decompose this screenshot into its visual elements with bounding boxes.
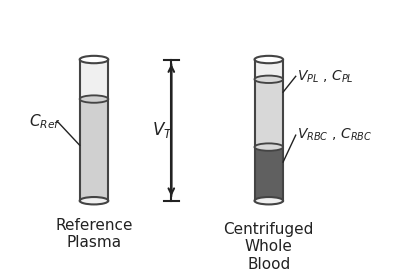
Ellipse shape xyxy=(255,143,283,151)
Ellipse shape xyxy=(255,197,283,204)
Text: Centrifuged
Whole
Blood: Centrifuged Whole Blood xyxy=(224,222,314,272)
Bar xyxy=(255,147,283,201)
Text: $\mathit{V}_T$: $\mathit{V}_T$ xyxy=(152,120,174,140)
Ellipse shape xyxy=(80,95,108,103)
Ellipse shape xyxy=(255,76,283,83)
Bar xyxy=(255,79,283,147)
Ellipse shape xyxy=(80,197,108,204)
Text: $\mathit{V}_{RBC}$ , $\mathit{C}_{RBC}$: $\mathit{V}_{RBC}$ , $\mathit{C}_{RBC}$ xyxy=(297,127,373,143)
Ellipse shape xyxy=(80,56,108,63)
Bar xyxy=(80,99,108,201)
Text: $\mathit{V}_{PL}$ , $\mathit{C}_{PL}$: $\mathit{V}_{PL}$ , $\mathit{C}_{PL}$ xyxy=(297,68,354,85)
Bar xyxy=(255,60,283,201)
Text: Reference
Plasma: Reference Plasma xyxy=(55,218,133,250)
Text: $\mathit{C}_{Ref}$: $\mathit{C}_{Ref}$ xyxy=(29,112,61,131)
Ellipse shape xyxy=(255,56,283,63)
Bar xyxy=(80,60,108,201)
